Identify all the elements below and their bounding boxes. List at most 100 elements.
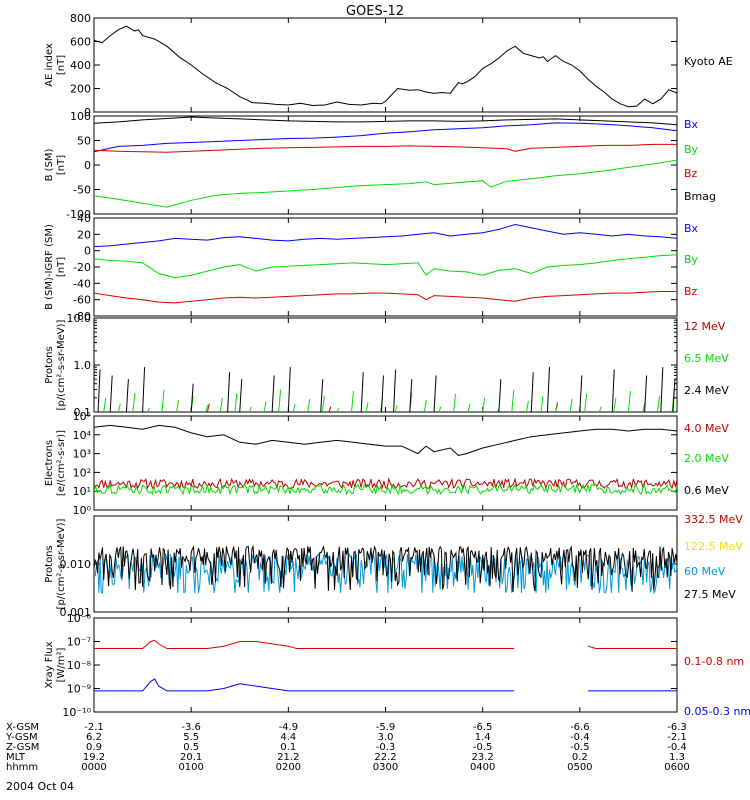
proton-spike [176,399,180,412]
orbit-cell: -3.6 [181,722,201,733]
y-tick-label: 800 [70,12,91,25]
proton-spike [360,372,364,412]
proton-spike [292,403,296,412]
y-tick-label: 1.0 [74,359,92,372]
y-tick-label: 10³ [73,448,91,461]
panel-frame [93,115,678,215]
y-axis-label: Electrons [44,440,55,486]
proton-spike [234,393,238,412]
y-axis-label: B (SM)-IGRF (SM) [44,224,55,310]
proton-spike [611,369,615,412]
y-tick-label: 10⁴ [73,429,92,442]
proton-spike [205,404,209,412]
proton-spike [307,398,311,412]
orbit-row-label: X-GSM [6,722,39,733]
y-axis-units: [nT] [56,155,67,175]
series-group [94,223,677,304]
proton-spike [271,375,275,412]
orbit-cell: 6.2 [86,732,102,743]
orbit-cell: 5.5 [183,732,199,743]
proton-spike [380,375,384,412]
orbit-cell: -2.1 [84,722,104,733]
y-tick-label: 20 [77,228,91,241]
orbit-cell: -6.3 [667,722,687,733]
series-legend-label: 122.5 MeV [684,540,743,553]
orbit-cell: 0400 [470,762,495,773]
proton-spike [248,406,252,412]
proton-spike [263,401,267,412]
orbit-table: X-GSM -2.1 -3.6 -4.9 -5.9 -6.5 -6.6 -6.3 Y-GSM 6.… [5,722,690,773]
orbit-cell: 0600 [664,762,689,773]
proton-spike [109,375,113,412]
proton-spike [598,406,602,412]
orbit-cell: -0.4 [570,732,590,743]
orbit-cell: 3.0 [378,732,394,743]
orbit-cell: 0.2 [572,752,588,763]
proton-spike [394,404,398,412]
orbit-cell: 4.4 [280,732,296,743]
series-legend-label: 332.5 MeV [684,513,743,526]
orbit-cell: -0.3 [376,742,396,753]
proton-spike [423,399,427,412]
orbit-row-label: MLT [6,752,26,763]
y-tick-label: 10⁻¹⁰ [62,706,91,719]
proton-spike [190,383,194,412]
series-line [94,122,677,153]
orbit-cell: 0.5 [183,742,199,753]
proton-spike [498,379,502,412]
orbit-cell: 20.1 [180,752,202,763]
y-axis-units: [e/(cm²-s-sr)] [56,430,67,496]
series-line [94,143,677,153]
proton-spike [239,379,243,412]
panel-2: 100 50 0 -50 -100 B (SM) [nT] Bx By Bz Bmag [44,110,716,221]
orbit-cell: -0.5 [570,742,590,753]
proton-spike [467,403,471,412]
y-tick-label: 0 [84,159,91,172]
proton-spike [511,389,515,412]
y-tick-label: 0 [84,245,91,258]
orbit-row-label: Z-GSM [6,742,39,753]
orbit-cell: 0500 [567,762,592,773]
series-line [94,25,677,108]
y-tick-label: 40 [77,212,91,225]
y-axis-label: Protons [44,545,55,582]
orbit-cell: 0000 [81,762,106,773]
date-label: 2004 Oct 04 [6,780,74,793]
y-axis-label: Protons [44,346,55,383]
y-tick-label: -20 [73,261,91,274]
y-tick-label: 10⁻⁷ [67,636,91,649]
y-axis-units: [W/m²] [56,647,67,682]
series-line [94,223,677,248]
proton-spike [132,393,136,412]
series-legend-label: By [684,253,699,266]
proton-spike [657,395,661,412]
orbit-cell: 21.2 [277,752,299,763]
orbit-cell: 0100 [178,762,203,773]
series-legend-label: Kyoto AE [684,55,733,68]
chart-title: GOES-12 [346,4,404,19]
series-line [94,544,677,593]
y-axis-units: [p/(cm²-s-sr-MeV)] [56,518,67,609]
series-legend-label: 60 MeV [684,565,726,578]
orbit-cell: 23.2 [472,752,494,763]
panel-frame [93,617,678,713]
series-legend-label: 2.0 MeV [684,452,729,465]
proton-spike [117,403,121,412]
y-tick-label: -80 [73,310,91,323]
orbit-cell: -6.6 [570,722,590,733]
series-legend-label: 2.4 MeV [684,384,729,397]
y-tick-label: 10⁻⁸ [67,659,92,672]
orbit-cell: -6.5 [473,722,493,733]
series-legend-label: Bmag [684,190,716,203]
series-legend-label: 0.6 MeV [684,484,729,497]
orbit-cell: -0.5 [473,742,493,753]
y-tick-label: 50 [77,135,91,148]
series-legend-label: 27.5 MeV [684,588,736,601]
proton-spike [555,404,559,412]
orbit-cell: 0.1 [280,742,296,753]
y-axis-label: B (SM) [44,148,55,181]
y-tick-label: 600 [70,36,91,49]
y-tick-label: -40 [73,277,91,290]
proton-spike [540,395,544,412]
